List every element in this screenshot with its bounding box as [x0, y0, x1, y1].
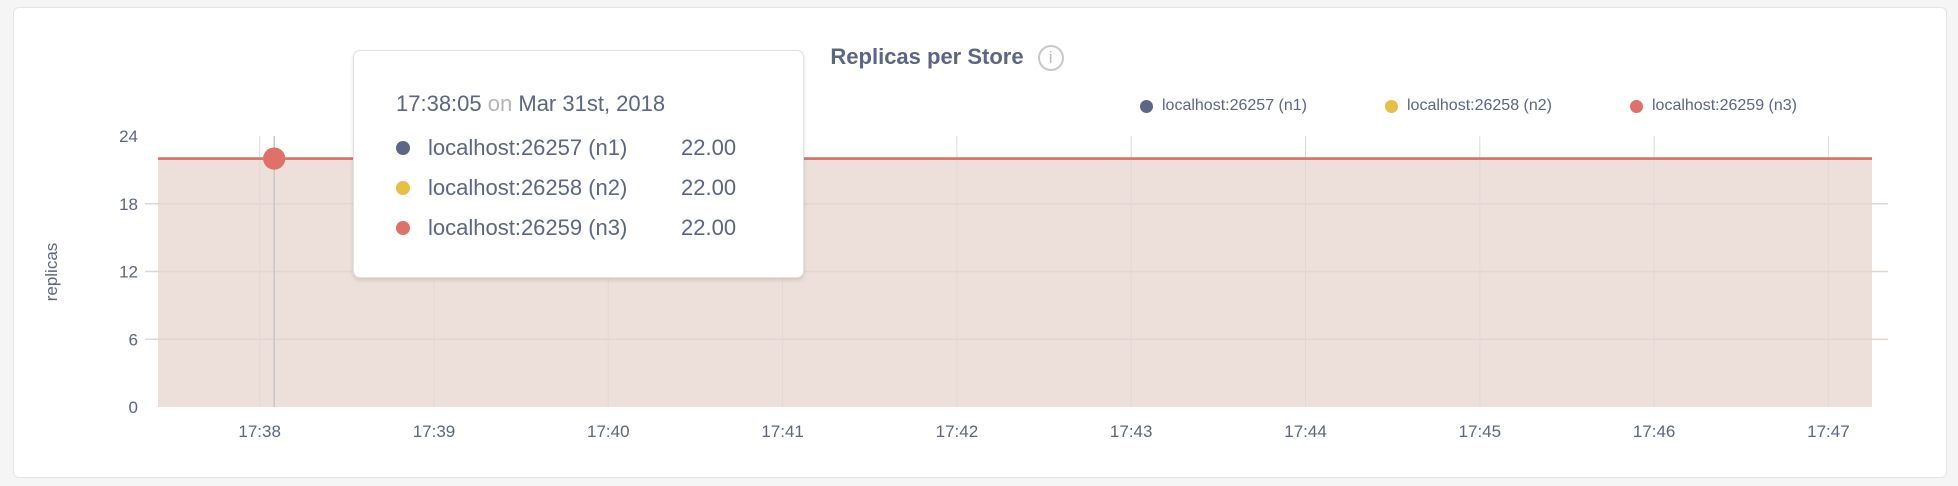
x-tick-label: 17:46	[1633, 422, 1676, 441]
legend-label: localhost:26259 (n3)	[1652, 97, 1797, 114]
tooltip-date: Mar 31st, 2018	[518, 91, 666, 116]
y-tick-label: 12	[119, 263, 138, 282]
series-dot-icon	[396, 141, 410, 155]
y-axis-label: replicas	[42, 243, 61, 302]
tooltip-value: 22.00	[681, 175, 737, 200]
series-dot-icon	[396, 181, 410, 195]
x-tick-label: 17:38	[238, 422, 281, 441]
y-tick-label: 0	[129, 398, 138, 417]
hover-tooltip: 17:38:05 on Mar 31st, 2018 localhost:262…	[353, 50, 804, 278]
tooltip-value: 22.00	[681, 215, 737, 240]
tooltip-label: localhost:26257 (n1)	[428, 135, 628, 160]
tooltip-row-n3: localhost:26259 (n3) 22.00	[396, 215, 736, 241]
x-tick-label: 17:39	[413, 422, 456, 441]
series-dot-icon	[396, 221, 410, 235]
hover-point-3	[263, 147, 286, 170]
tooltip-time: 17:38:05	[396, 91, 482, 116]
y-tick-label: 18	[119, 195, 138, 214]
legend-dot-icon	[1140, 99, 1153, 113]
x-tick-label: 17:42	[936, 422, 979, 441]
tooltip-header: 17:38:05 on Mar 31st, 2018	[396, 91, 665, 117]
legend-label: localhost:26258 (n2)	[1407, 97, 1552, 114]
chart-title-text: Replicas per Store	[830, 44, 1024, 69]
y-tick-label: 6	[129, 330, 138, 349]
x-tick-label: 17:43	[1110, 422, 1153, 441]
legend-item-n3[interactable]: localhost:26259 (n3)	[1630, 97, 1875, 115]
x-tick-label: 17:45	[1459, 422, 1502, 441]
legend-dot-icon	[1630, 99, 1643, 113]
chart-title: Replicas per Store i	[0, 44, 1894, 72]
tooltip-row-n2: localhost:26258 (n2) 22.00	[396, 175, 736, 201]
x-tick-label: 17:44	[1284, 422, 1327, 441]
legend-label: localhost:26257 (n1)	[1162, 97, 1307, 114]
tooltip-label: localhost:26258 (n2)	[428, 175, 628, 200]
legend-item-n2[interactable]: localhost:26258 (n2)	[1385, 97, 1630, 115]
info-icon[interactable]: i	[1037, 45, 1064, 72]
legend-item-n1[interactable]: localhost:26257 (n1)	[1140, 97, 1385, 115]
y-tick-label: 24	[119, 127, 138, 146]
x-tick-label: 17:41	[761, 422, 804, 441]
x-tick-label: 17:47	[1807, 422, 1850, 441]
x-tick-label: 17:40	[587, 422, 630, 441]
legend-dot-icon	[1385, 99, 1398, 113]
tooltip-row-n1: localhost:26257 (n1) 22.00	[396, 135, 736, 161]
legend: localhost:26257 (n1) localhost:26258 (n2…	[1140, 97, 1875, 115]
tooltip-value: 22.00	[681, 135, 737, 160]
tooltip-on: on	[487, 91, 513, 116]
tooltip-label: localhost:26259 (n3)	[428, 215, 628, 240]
